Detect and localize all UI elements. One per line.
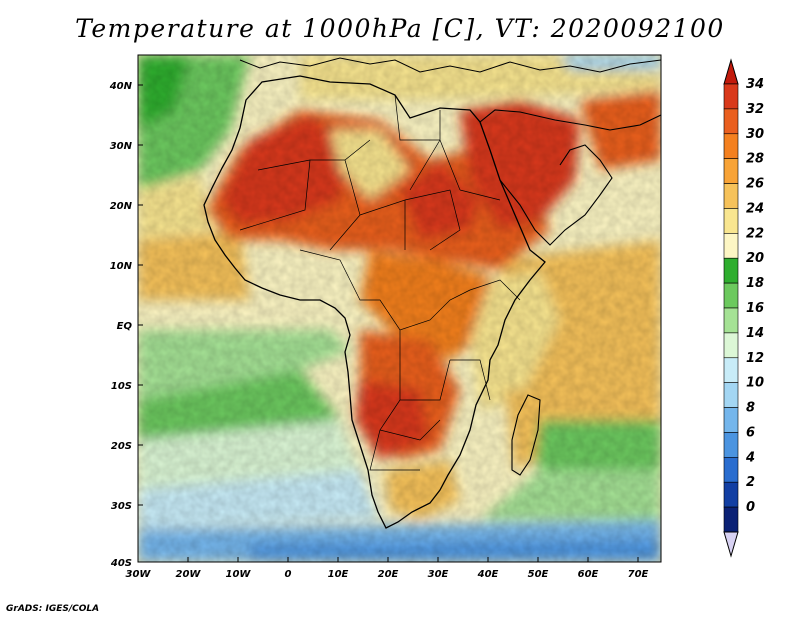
colorbar-label: 26	[746, 177, 764, 192]
colorbar-label: 0	[746, 500, 755, 515]
colorbar-swatch	[723, 158, 739, 184]
colorbar-swatch	[723, 233, 739, 259]
lon-tick-label: 70E	[628, 569, 649, 580]
colorbar-swatch	[723, 457, 739, 483]
lat-axis: 40N 30N 20N 10N EQ 10S 20S 30S 40S	[109, 81, 143, 569]
colorbar-swatch	[723, 257, 739, 284]
lat-tick-label: 30N	[110, 141, 133, 152]
lat-tick-label: 20N	[110, 201, 133, 212]
lon-tick-label: 10W	[226, 569, 252, 580]
colorbar-label: 28	[746, 152, 764, 167]
lon-tick-label: 60E	[578, 569, 599, 580]
lat-tick-label: 40S	[110, 558, 132, 569]
colorbar-label: 2	[746, 475, 755, 490]
colorbar-label: 22	[746, 226, 764, 241]
colorbar-swatch	[723, 506, 739, 533]
colorbar-swatch	[723, 307, 739, 334]
colorbar-swatch	[723, 108, 739, 135]
colorbar-swatch	[723, 357, 739, 383]
lon-tick-label: 40E	[477, 569, 499, 580]
colorbar-bottom-arrow	[723, 531, 739, 558]
field-texture	[138, 55, 661, 562]
colorbar-label: 6	[746, 425, 755, 440]
lon-tick-label: 30E	[428, 569, 449, 580]
lon-tick-label: 50E	[528, 569, 549, 580]
colorbar-swatch	[723, 183, 739, 209]
lat-tick-label: 10N	[110, 261, 133, 272]
colorbar-label: 34	[746, 77, 764, 92]
colorbar-swatch	[723, 382, 739, 408]
colorbar-swatch	[723, 407, 739, 433]
temperature-field	[138, 55, 661, 562]
credit-label: GrADS: IGES/COLA	[6, 604, 100, 614]
colorbar-label: 8	[746, 401, 755, 416]
colorbar-label: 24	[746, 201, 764, 216]
colorbar-label: 4	[745, 450, 755, 465]
coastline-madagascar	[511, 394, 541, 476]
colorbar-swatch	[723, 208, 739, 234]
lon-tick-label: 0	[285, 569, 292, 580]
colorbar-label: 14	[746, 326, 764, 341]
lat-tick-label: 30S	[111, 501, 132, 512]
lon-tick-label: 10E	[328, 569, 349, 580]
coastline-arabia	[479, 109, 661, 246]
lat-tick-label: 10S	[111, 381, 132, 392]
colorbar-swatch	[723, 282, 739, 309]
lon-tick-label: 20W	[176, 569, 202, 580]
lon-tick-label: 30W	[126, 569, 152, 580]
colorbar-label: 20	[746, 251, 764, 266]
lon-tick-label: 20E	[378, 569, 399, 580]
colorbar-top-arrow	[723, 58, 739, 85]
lat-tick-label: EQ	[117, 321, 133, 332]
colorbar-label: 16	[746, 301, 764, 316]
lon-axis: 30W 20W 10W 0 10E 20E 30E 40E 50E 60E 70…	[126, 557, 649, 580]
colorbar-label: 30	[746, 127, 764, 142]
map-title: Temperature at 1000hPa [C], VT: 20200921…	[75, 14, 725, 43]
colorbar-swatch	[723, 432, 739, 458]
coastline-africa	[203, 75, 546, 529]
coastline-europe	[239, 57, 661, 73]
colorbar-swatch	[723, 133, 739, 159]
colorbar-swatch	[723, 481, 739, 508]
lat-tick-label: 40N	[109, 81, 133, 92]
country-borders	[239, 94, 521, 471]
colorbar-swatch	[723, 332, 739, 359]
colorbar-label: 18	[746, 276, 764, 291]
lat-tick-label: 20S	[111, 441, 132, 452]
colorbar-label: 32	[746, 102, 764, 117]
colorbar-label: 12	[746, 351, 764, 366]
colorbar-swatch	[723, 83, 739, 110]
map-frame	[137, 54, 662, 563]
colorbar-label: 10	[746, 376, 764, 391]
